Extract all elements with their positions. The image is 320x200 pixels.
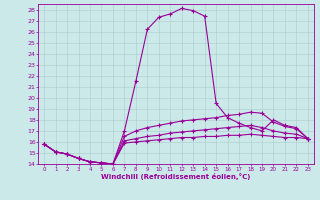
X-axis label: Windchill (Refroidissement éolien,°C): Windchill (Refroidissement éolien,°C) [101,173,251,180]
